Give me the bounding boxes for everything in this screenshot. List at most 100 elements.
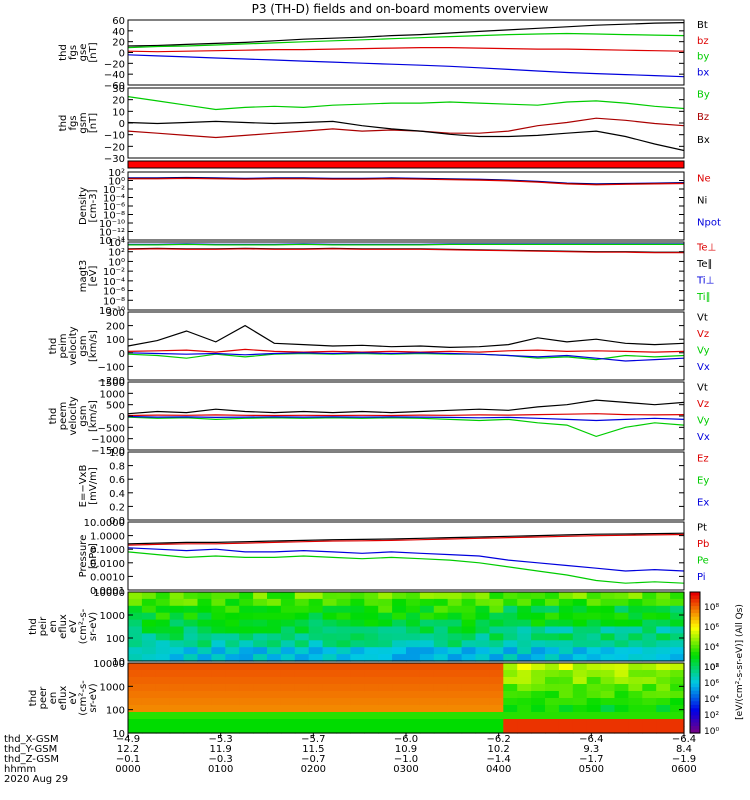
spectrogram-cell <box>239 598 254 607</box>
legend-entry-Vx: Vx <box>697 432 710 443</box>
x-tick-value: 10.9 <box>395 744 417 755</box>
legend-entry-Ti⊥: Ti⊥ <box>696 275 714 286</box>
colorbar-swatch <box>690 673 700 678</box>
spectrogram-cell <box>614 712 629 720</box>
legend-entry-By: By <box>697 90 710 101</box>
y-axis-label: fgs <box>68 45 79 60</box>
x-row-label: thd_Y-GSM <box>4 744 57 755</box>
spectrogram-cell <box>169 592 185 600</box>
legend-entry-Vz: Vz <box>697 399 709 410</box>
spectrogram-cell <box>475 698 490 706</box>
spectrogram-cell <box>169 663 185 671</box>
spectrogram-cell <box>447 654 463 662</box>
y-tick-label: 10⁻⁸ <box>103 211 125 222</box>
spectrogram-cell <box>239 705 254 713</box>
spectrogram-cell <box>197 640 212 648</box>
colorbar: 10⁸10⁶10⁴10²10⁸10⁶10⁴10²10⁰[eV/(cm²-s-sr… <box>689 591 745 737</box>
spectrogram-cell <box>141 640 157 648</box>
spectrogram-cell <box>225 705 240 713</box>
spectrogram-cell <box>128 698 143 706</box>
spectrogram-cell <box>461 605 477 614</box>
spectrogram-cell <box>392 705 407 713</box>
x-tick-value: −4.9 <box>116 734 140 745</box>
spectrogram-cell <box>461 712 477 720</box>
spectrogram-cell <box>545 654 560 662</box>
spectrogram-cell <box>614 705 629 713</box>
spectrogram-cell <box>447 705 463 713</box>
spectrogram-cell <box>545 677 560 685</box>
spectrogram-cell <box>350 663 365 671</box>
spectrogram-cell <box>461 647 477 655</box>
spectrogram-cell <box>447 670 463 678</box>
spectrogram-cell <box>433 698 449 706</box>
spectrogram-cell <box>294 633 310 641</box>
spectrogram-cell <box>433 633 449 641</box>
spectrogram-cell <box>253 712 268 720</box>
series-line-Pe <box>127 551 685 584</box>
series-line-Bt <box>127 22 685 47</box>
spectrogram-cell <box>183 640 199 648</box>
panel-pressure: 10.0000 1.0000 0.1000 0.0100 0.0010 0.0001Pre… <box>78 518 709 597</box>
spectrogram-cell <box>406 705 421 713</box>
spectrogram-cell <box>350 626 365 634</box>
spectrogram-cell <box>447 633 463 641</box>
spectrogram-cell <box>183 705 199 713</box>
y-axis-label: [mV/m] <box>88 467 99 505</box>
spectrogram-cell <box>656 619 671 628</box>
spectrogram-cell <box>670 677 685 685</box>
spectrogram-cell <box>461 705 477 713</box>
spectrogram-cell <box>419 605 435 614</box>
spectrogram-cell <box>155 633 171 641</box>
spectrogram-cell <box>225 691 240 699</box>
spectrogram-cell <box>336 684 351 692</box>
spectrogram-cell <box>558 670 574 678</box>
spectrogram-cell <box>670 654 685 662</box>
spectrogram-cell <box>600 619 616 628</box>
spectrogram-cell <box>461 726 477 734</box>
spectrogram-cell <box>614 684 629 692</box>
spectrogram-cell <box>419 626 435 634</box>
colorbar-tick-label: 10⁸ <box>704 663 719 673</box>
spectrogram-cell <box>572 605 588 614</box>
spectrogram-cell <box>628 619 643 628</box>
spectrogram-cell <box>280 612 296 621</box>
spectrogram-cell <box>461 633 477 641</box>
spectrogram-cell <box>141 605 157 614</box>
spectrogram-cell <box>197 633 212 641</box>
spectrogram-cell <box>517 684 532 692</box>
spectrogram-cell <box>572 719 588 727</box>
spectrogram-cell <box>586 647 602 655</box>
spectrogram-cell <box>406 726 421 734</box>
spectrogram-cell <box>128 626 143 634</box>
spectrogram-cell <box>378 677 393 685</box>
spectrogram-cell <box>475 670 490 678</box>
spectrogram-cell <box>558 647 574 655</box>
spectrogram-cell <box>280 654 296 662</box>
spectrogram-cell <box>433 677 449 685</box>
spectrogram-cell <box>211 605 226 614</box>
spectrogram-cell <box>183 598 199 607</box>
spectrogram-cell <box>558 698 574 706</box>
spectrogram-cell <box>253 633 268 641</box>
spectrogram-cell <box>308 663 324 671</box>
y-tick-label: 1.0000 <box>90 532 125 543</box>
spectrogram-cell <box>531 719 546 727</box>
spectrogram-cell <box>183 605 199 614</box>
spectrogram-cell <box>670 684 685 692</box>
spectrogram-cell <box>253 605 268 614</box>
series-line-Pi <box>127 547 685 572</box>
spectrogram-cell <box>628 712 643 720</box>
x-tick-value: 0400 <box>486 764 511 775</box>
spectrogram-cell <box>336 619 351 628</box>
spectrogram-cell <box>545 619 560 628</box>
spectrogram-cell <box>531 691 546 699</box>
spectrogram-cell <box>294 663 310 671</box>
spectrogram-cell <box>503 592 518 600</box>
spectrogram-cell <box>447 605 463 614</box>
spectrogram-cell <box>336 592 351 600</box>
spectrogram-cell <box>628 726 643 734</box>
spectrogram-cell <box>378 705 393 713</box>
spectrogram-cell <box>197 726 212 734</box>
spectrogram-cell <box>225 598 240 607</box>
x-tick-value: −0.7 <box>301 754 325 765</box>
